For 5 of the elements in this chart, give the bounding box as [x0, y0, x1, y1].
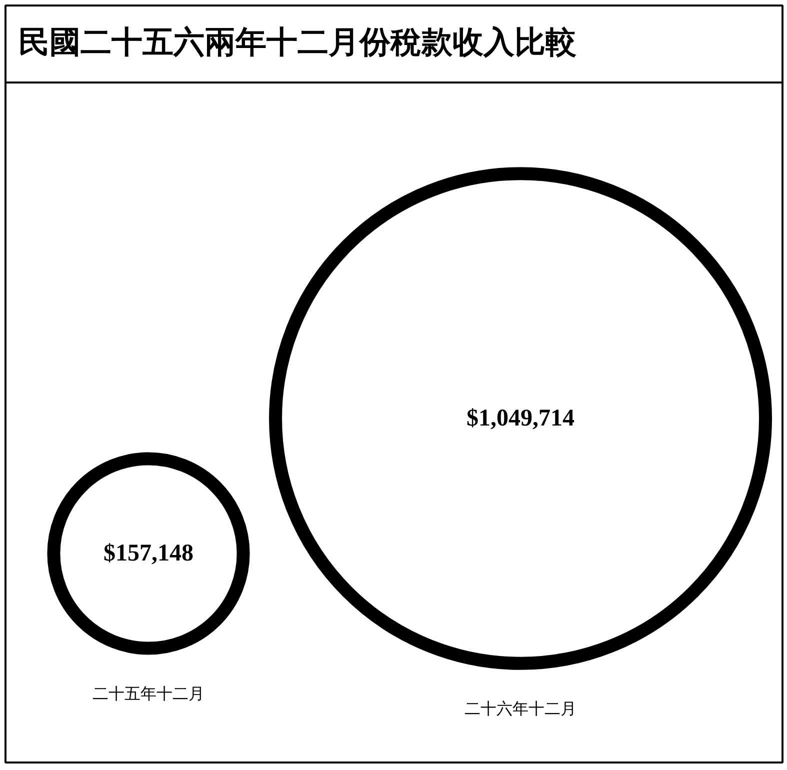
category-label: 二十五年十二月 [92, 684, 204, 703]
category-label: 二十六年十二月 [464, 699, 576, 718]
data-label: $157,148 [104, 540, 194, 566]
data-label: $1,049,714 [466, 406, 574, 432]
text: 民國二十五六兩年十二月份稅款收入比較 [18, 24, 576, 60]
